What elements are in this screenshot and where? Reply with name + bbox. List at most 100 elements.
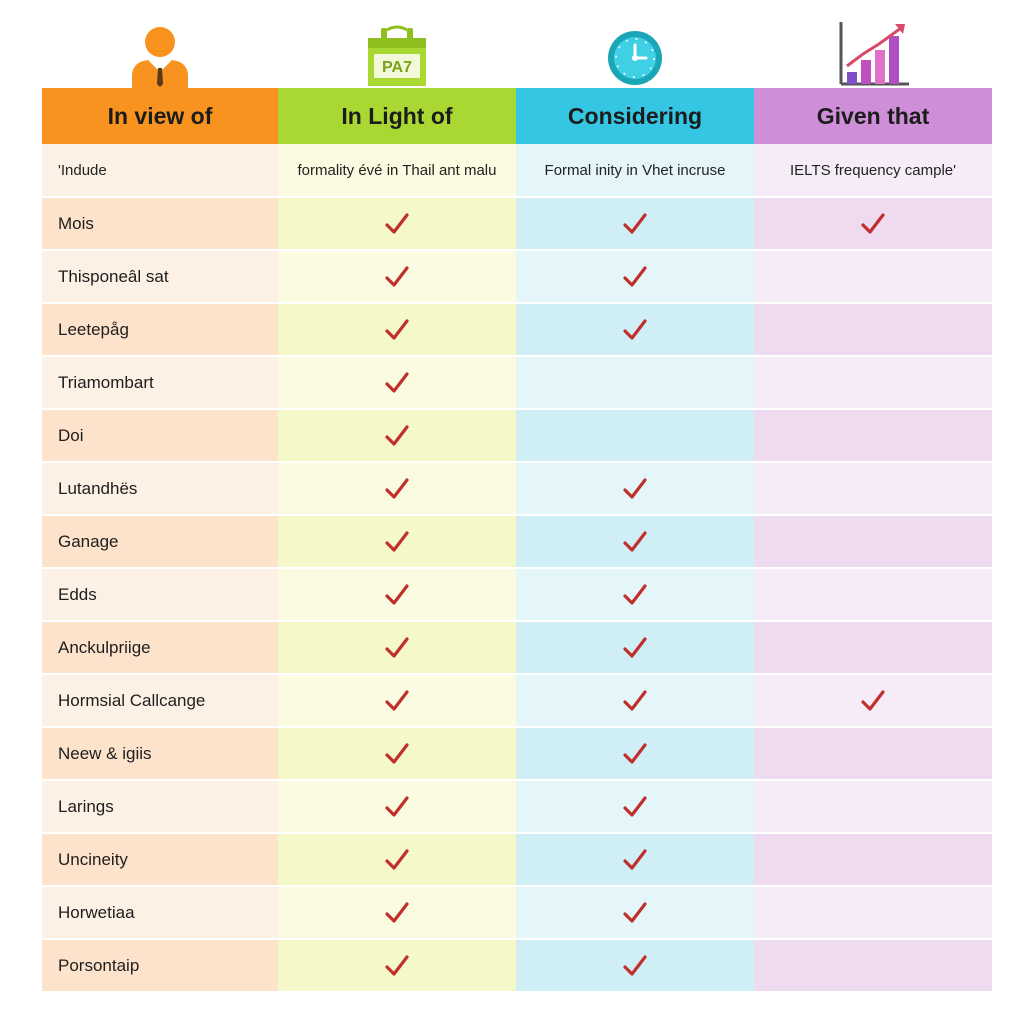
- checkmark-icon: [385, 371, 409, 393]
- check-cell: [278, 304, 516, 357]
- check-cell: [754, 463, 992, 516]
- check-cell: [754, 622, 992, 675]
- check-cell: [278, 357, 516, 410]
- checkmark-icon: [623, 477, 647, 499]
- checkmark-icon: [861, 689, 885, 711]
- row-label: Leetepåg: [42, 304, 278, 357]
- checkmark-icon: [623, 530, 647, 552]
- checkmark-icon: [385, 318, 409, 340]
- checkmark-icon: [385, 212, 409, 234]
- check-cell: [516, 834, 754, 887]
- icon-cell-0: [42, 18, 278, 88]
- check-cell: [754, 251, 992, 304]
- icon-cell-1: PA7: [278, 18, 516, 88]
- row-label: Triamombart: [42, 357, 278, 410]
- checkmark-icon: [623, 689, 647, 711]
- calendar-icon-text: PA7: [382, 59, 412, 76]
- check-cell: [278, 781, 516, 834]
- check-cell: [754, 569, 992, 622]
- check-cell: [516, 251, 754, 304]
- check-cell: [278, 834, 516, 887]
- subheader-2: Formal inity in Vhet incruse: [516, 144, 754, 198]
- person-icon: [132, 27, 188, 88]
- check-cell: [754, 410, 992, 463]
- check-cell: [278, 887, 516, 940]
- row-label: Lutandhës: [42, 463, 278, 516]
- checkmark-icon: [385, 530, 409, 552]
- header-icons: PA7: [42, 18, 992, 88]
- checkmark-icon: [385, 636, 409, 658]
- checkmark-icon: [385, 901, 409, 923]
- bar-chart-icon: [839, 22, 909, 86]
- check-cell: [754, 728, 992, 781]
- check-cell: [516, 569, 754, 622]
- row-label: Mois: [42, 198, 278, 251]
- checkmark-icon: [623, 636, 647, 658]
- icon-cell-2: [516, 18, 754, 88]
- icon-cell-3: [754, 18, 992, 88]
- checkmark-icon: [623, 318, 647, 340]
- clock-icon: [608, 31, 662, 85]
- check-cell: [754, 357, 992, 410]
- check-cell: [516, 410, 754, 463]
- checkmark-icon: [623, 742, 647, 764]
- check-cell: [278, 622, 516, 675]
- check-cell: [278, 251, 516, 304]
- checkmark-icon: [623, 954, 647, 976]
- column-header-given-that: Given that: [754, 88, 992, 144]
- checkmark-icon: [861, 212, 885, 234]
- calendar-icon: PA7: [368, 25, 426, 86]
- row-label: Edds: [42, 569, 278, 622]
- check-cell: [754, 834, 992, 887]
- checkmark-icon: [623, 583, 647, 605]
- check-cell: [278, 940, 516, 993]
- column-header-in-light-of: In Light of: [278, 88, 516, 144]
- check-cell: [278, 675, 516, 728]
- check-cell: [516, 463, 754, 516]
- checkmark-icon: [623, 901, 647, 923]
- check-cell: [516, 940, 754, 993]
- subheader-3: IELTS frequency cample': [754, 144, 992, 198]
- check-cell: [754, 940, 992, 993]
- check-cell: [516, 304, 754, 357]
- check-cell: [516, 781, 754, 834]
- checkmark-icon: [385, 477, 409, 499]
- subheader-0: 'Indude: [42, 144, 278, 198]
- row-label: Thisponeâl sat: [42, 251, 278, 304]
- checkmark-icon: [385, 848, 409, 870]
- checkmark-icon: [385, 689, 409, 711]
- check-cell: [516, 675, 754, 728]
- checkmark-icon: [623, 212, 647, 234]
- check-cell: [516, 728, 754, 781]
- checkmark-icon: [385, 583, 409, 605]
- check-cell: [516, 887, 754, 940]
- row-label: Porsontaip: [42, 940, 278, 993]
- checkmark-icon: [385, 795, 409, 817]
- comparison-table: In view of In Light of Considering Given…: [42, 88, 992, 993]
- checkmark-icon: [385, 424, 409, 446]
- checkmark-icon: [623, 795, 647, 817]
- check-cell: [278, 728, 516, 781]
- row-label: Ganage: [42, 516, 278, 569]
- subheader-1: formality évé in Thail ant malu: [278, 144, 516, 198]
- checkmark-icon: [623, 848, 647, 870]
- row-label: Anckulpriige: [42, 622, 278, 675]
- check-cell: [516, 357, 754, 410]
- check-cell: [278, 198, 516, 251]
- row-label: Uncineity: [42, 834, 278, 887]
- row-label: Doi: [42, 410, 278, 463]
- row-label: Neew & igiis: [42, 728, 278, 781]
- check-cell: [278, 569, 516, 622]
- check-cell: [754, 781, 992, 834]
- check-cell: [754, 304, 992, 357]
- check-cell: [278, 410, 516, 463]
- check-cell: [754, 675, 992, 728]
- checkmark-icon: [385, 265, 409, 287]
- column-header-considering: Considering: [516, 88, 754, 144]
- row-label: Horwetiaa: [42, 887, 278, 940]
- check-cell: [278, 463, 516, 516]
- check-cell: [278, 516, 516, 569]
- checkmark-icon: [623, 265, 647, 287]
- check-cell: [754, 198, 992, 251]
